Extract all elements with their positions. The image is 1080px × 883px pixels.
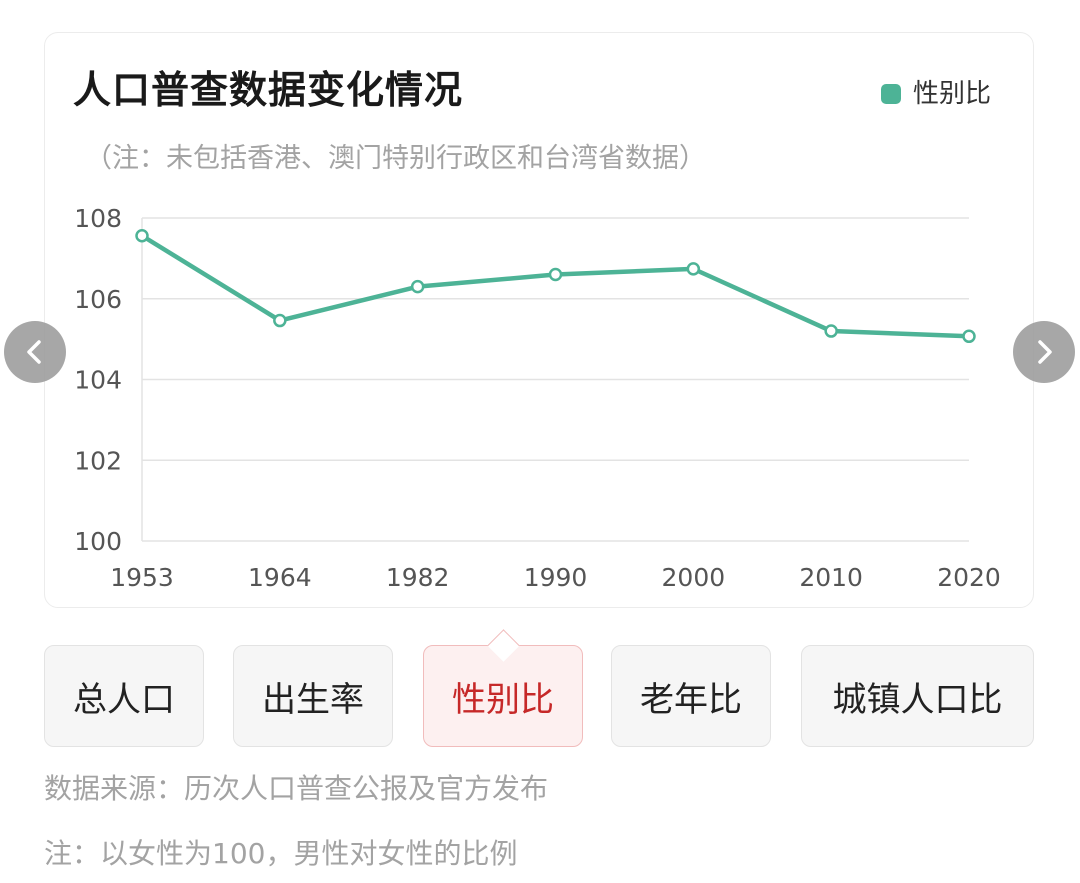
tab-total-population[interactable]: 总人口 <box>44 645 204 747</box>
tab-sex-ratio[interactable]: 性别比 <box>423 645 583 747</box>
data-point <box>410 279 425 294</box>
x-tick-label: 1982 <box>386 563 450 592</box>
x-tick-label: 2010 <box>799 563 863 592</box>
chart-subtitle: （注：未包括香港、澳门特别行政区和台湾省数据） <box>85 143 706 174</box>
data-point <box>824 324 838 338</box>
chart-legend: 性别比 <box>880 79 991 109</box>
y-tick-label: 100 <box>74 527 122 556</box>
next-chart-button[interactable] <box>1013 321 1075 383</box>
legend-label: 性别比 <box>912 79 991 109</box>
ratio-definition-note: 注：以女性为100，男性对女性的比例 <box>44 837 518 870</box>
y-tick-label: 106 <box>74 285 122 314</box>
y-tick-label: 104 <box>74 366 122 395</box>
chevron-right-icon <box>1038 340 1052 364</box>
data-point <box>548 267 563 282</box>
data-point <box>135 229 149 243</box>
chart-title: 人口普查数据变化情况 <box>73 68 464 112</box>
y-tick-label: 102 <box>74 446 122 475</box>
x-tick-label: 1990 <box>524 563 588 592</box>
data-point <box>962 329 976 344</box>
x-tick-label: 1953 <box>110 563 174 592</box>
y-tick-label: 108 <box>74 204 122 233</box>
chart-card: 人口普查数据变化情况 （注：未包括香港、澳门特别行政区和台湾省数据） 性别比 1… <box>44 32 1034 608</box>
chevron-left-icon <box>27 340 41 364</box>
line-chart: 100 102 104 106 108 1953 1964 1982 1990 2000 2010 2… <box>74 204 1001 592</box>
x-tick-label: 2020 <box>937 563 1001 592</box>
x-tick-label: 1964 <box>248 563 312 592</box>
legend-swatch <box>880 84 901 104</box>
x-tick-label: 2000 <box>662 563 726 592</box>
prev-chart-button[interactable] <box>4 321 66 383</box>
data-source-note: 数据来源：历次人口普查公报及官方发布 <box>44 772 549 805</box>
series-line <box>139 233 972 339</box>
tab-elderly-ratio[interactable]: 老年比 <box>611 645 771 747</box>
tab-urban-population-ratio[interactable]: 城镇人口比 <box>801 645 1034 747</box>
data-point <box>273 313 287 328</box>
data-point <box>686 262 701 276</box>
tab-birth-rate[interactable]: 出生率 <box>233 645 393 747</box>
